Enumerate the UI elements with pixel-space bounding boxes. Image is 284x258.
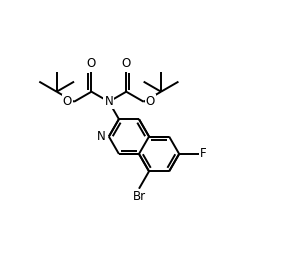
Text: F: F — [200, 147, 207, 160]
Text: Br: Br — [132, 190, 145, 203]
Text: N: N — [97, 130, 106, 143]
Text: O: O — [63, 95, 72, 108]
Text: O: O — [87, 57, 96, 70]
Text: O: O — [146, 95, 155, 108]
Text: N: N — [105, 95, 113, 108]
Text: O: O — [122, 57, 131, 70]
